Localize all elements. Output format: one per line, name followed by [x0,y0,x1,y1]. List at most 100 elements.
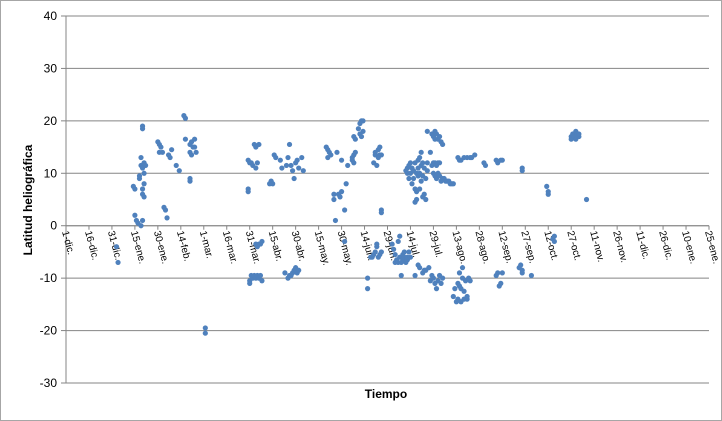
data-point-0-158 [391,246,397,252]
data-point-0-9 [138,154,144,161]
data-point-0-128 [355,126,362,132]
x-tick-label-3: 15-ene. [128,230,147,266]
data-point-0-112 [334,149,340,155]
data-point-0-213 [412,272,418,279]
data-point-0-42 [188,152,195,158]
data-point-0-108 [328,152,334,158]
data-point-0-193 [413,196,420,203]
data-point-0-70 [257,272,264,279]
data-point-0-63 [247,280,253,286]
data-point-0-276 [467,278,473,284]
data-point-0-1 [113,244,120,250]
data-point-0-148 [378,152,384,158]
data-point-0-61 [256,141,262,148]
data-point-0-136 [364,286,371,292]
data-point-0-210 [424,128,430,134]
data-point-0-111 [332,217,339,224]
data-point-0-94 [300,168,306,174]
data-point-0-60 [254,160,260,166]
data-point-0-27 [159,149,166,155]
data-point-0-48 [192,136,198,142]
data-point-0-46 [192,144,198,150]
data-point-0-294 [498,280,504,286]
data-point-0-124 [351,160,357,166]
x-tick-label-0: 1-dic. [59,230,76,256]
data-point-0-116 [338,157,345,163]
x-tick-label-11: 15-may. [312,230,332,267]
data-point-0-176 [407,254,414,260]
data-point-0-240 [440,141,446,148]
data-points [113,113,590,336]
data-point-0-30 [164,215,170,221]
data-point-0-92 [296,165,302,171]
data-point-0-286 [482,162,489,169]
data-point-0-22 [138,223,144,229]
data-point-0-126 [352,149,358,155]
data-point-0-197 [417,154,423,161]
data-point-0-134 [360,118,366,124]
data-point-0-32 [167,154,173,161]
data-point-0-171 [401,249,407,255]
y-axis-title: Latitud heliográfica [21,144,35,255]
data-point-0-248 [450,181,456,187]
x-tick-label-28: 25-ene. [702,230,721,266]
data-point-0-120 [342,238,348,245]
data-point-0-211 [424,160,430,166]
x-tick-label-20: 27-sep. [518,230,537,265]
data-point-0-44 [187,178,193,184]
data-point-0-317 [576,131,582,137]
data-point-0-132 [358,133,365,140]
x-tick-label-18: 28-ago. [472,230,491,266]
data-point-0-21 [139,217,146,224]
data-point-0-115 [338,189,345,195]
data-point-0-34 [173,162,179,169]
data-point-0-300 [528,272,535,279]
x-tick-label-26: 26-dic. [656,230,674,262]
gridlines [66,15,709,384]
x-tick-label-6: 1-mar. [197,230,215,260]
y-tick-label-3: 0 [50,219,57,233]
data-point-0-254 [433,286,440,292]
data-point-0-93 [299,154,305,161]
data-point-0-207 [421,191,427,197]
y-tick-label-5: 20 [44,114,58,128]
data-point-0-103 [296,267,302,273]
data-point-0-47 [193,149,199,155]
data-point-0-265 [456,270,463,276]
x-tick-label-10: 30-abr. [289,230,308,263]
data-point-0-135 [364,275,371,281]
data-point-0-15 [139,126,146,132]
data-point-0-236 [436,160,443,166]
data-point-0-215 [417,265,423,271]
y-tick-label-1: -20 [40,324,58,338]
data-point-0-202 [418,178,424,184]
data-point-0-209 [423,196,429,203]
data-point-0-29 [162,207,169,213]
data-point-0-269 [459,265,466,271]
data-point-0-20 [143,162,149,169]
data-point-0-305 [545,191,551,197]
data-point-0-19 [141,194,147,200]
data-point-0-308 [551,233,557,239]
data-point-0-208 [423,175,429,182]
data-point-0-117 [342,207,348,213]
data-point-0-143 [374,162,380,169]
x-tick-label-4: 30-ene. [151,230,170,266]
data-point-0-271 [461,288,467,294]
data-point-0-257 [438,280,444,286]
data-point-0-151 [372,249,378,255]
data-point-0-199 [417,186,423,192]
data-point-0-157 [389,241,395,247]
x-tick-label-22: 27-oct. [564,230,583,262]
data-point-0-299 [519,270,525,276]
data-point-0-87 [288,162,294,169]
data-point-0-33 [169,147,175,153]
data-point-0-146 [377,144,383,150]
data-point-0-3 [132,186,138,192]
x-tick-label-21: 12-oct. [541,230,560,262]
x-tick-label-15: 14-jul. [404,230,422,259]
data-point-0-114 [337,194,343,200]
x-tick-label-7: 16-mar. [220,230,239,266]
y-tick-label-7: 40 [44,9,58,23]
